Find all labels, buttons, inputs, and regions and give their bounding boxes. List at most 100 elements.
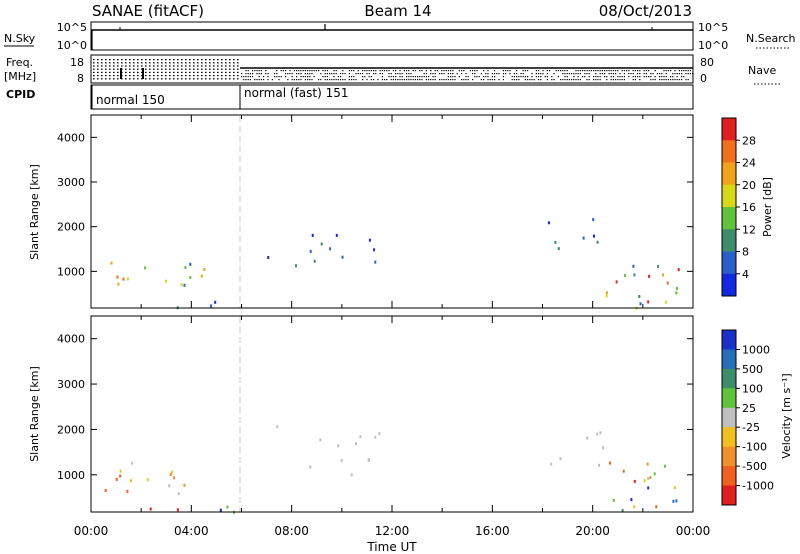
freq-dot [632,79,634,81]
freq-dot [599,79,601,81]
range-cell [664,464,666,468]
range-cell [340,459,343,463]
freq-dot [478,76,480,78]
y-tick-label: 2000 [57,221,85,234]
freq-dot [274,76,276,78]
freq-dot [399,70,401,72]
freq-dot [165,65,167,67]
freq-dot [676,73,678,75]
freq-dot [113,62,115,64]
freq-dot [595,76,597,78]
nave-tick-top: 80 [700,56,714,69]
range-cell [210,304,213,308]
freq-dot [169,78,171,80]
freq-dot [406,79,408,81]
freq-dot [298,73,300,75]
range-cell [609,461,611,465]
range-cell [647,476,650,480]
freq-dot [169,75,171,77]
range-cell [374,260,377,264]
freq-dot [527,70,529,72]
freq-dot [505,70,507,72]
range-cell [122,277,125,281]
range-cell [189,262,192,266]
freq-dot [265,70,267,72]
freq-dot [491,79,493,81]
freq-dot [137,78,139,80]
freq-dot [566,70,568,72]
freq-dot [364,70,366,72]
nave-tick-bottom: 0 [700,72,707,85]
freq-dot [401,79,403,81]
freq-dot [452,79,454,81]
freq-dot [538,79,540,81]
freq-dot [546,76,548,78]
freq-dot [101,71,103,73]
freq-dot [153,75,155,77]
freq-dot [366,70,368,72]
freq-dot [149,68,151,70]
freq-dot [564,73,566,75]
freq-dot [610,73,612,75]
freq-dot [260,73,262,75]
freq-dot [205,78,207,80]
range-cell [329,247,332,251]
freq-dot [601,70,603,72]
freq-dot [300,70,302,72]
freq-dot [665,70,667,72]
freq-dot [520,76,522,78]
freq-dot [93,59,95,61]
freq-dot [117,68,119,70]
freq-dot [177,62,179,64]
range-cell [646,462,649,466]
freq-dot [169,68,171,70]
freq-dot [419,76,421,78]
freq-dot [189,71,191,73]
freq-dot [141,62,143,64]
freq-dot [381,73,383,75]
freq-dot [109,78,111,80]
freq-dot [687,73,689,75]
freq-dot [161,75,163,77]
freq-dot [247,79,249,81]
freq-dot [518,79,520,81]
freq-dot [105,68,107,70]
freq-dot [571,79,573,81]
freq-dot [141,65,143,67]
range-cell [621,509,624,512]
nsky-tick-bottom: 10^0 [57,39,87,52]
freq-dot [362,79,364,81]
colorbar-segment [722,407,736,428]
colorbar-segment [722,184,736,208]
freq-dot [643,73,645,75]
freq-dot [149,71,151,73]
colorbar-segment [722,427,736,448]
freq-dot [185,62,187,64]
freq-dot [173,75,175,77]
freq-dot [157,75,159,77]
freq-dot [507,70,509,72]
freq-dot [311,79,313,81]
freq-dot [287,73,289,75]
freq-dot [511,76,513,78]
freq-dot [197,59,199,61]
freq-dot [654,70,656,72]
range-cell [131,461,134,465]
colorbar-tick-label: 25 [742,402,756,415]
freq-dot [326,70,328,72]
freq-dot [588,73,590,75]
freq-dot [542,70,544,72]
freq-dot [296,76,298,78]
freq-dot [461,79,463,81]
freq-dot [604,70,606,72]
range-cell [341,255,344,259]
freq-dot [370,79,372,81]
freq-dot [599,76,601,78]
freq-dot [335,73,337,75]
freq-dot [161,62,163,64]
range-cell [295,264,297,268]
freq-dot [117,65,119,67]
freq-dot [450,70,452,72]
freq-dot [189,68,191,70]
freq-dot [672,79,674,81]
